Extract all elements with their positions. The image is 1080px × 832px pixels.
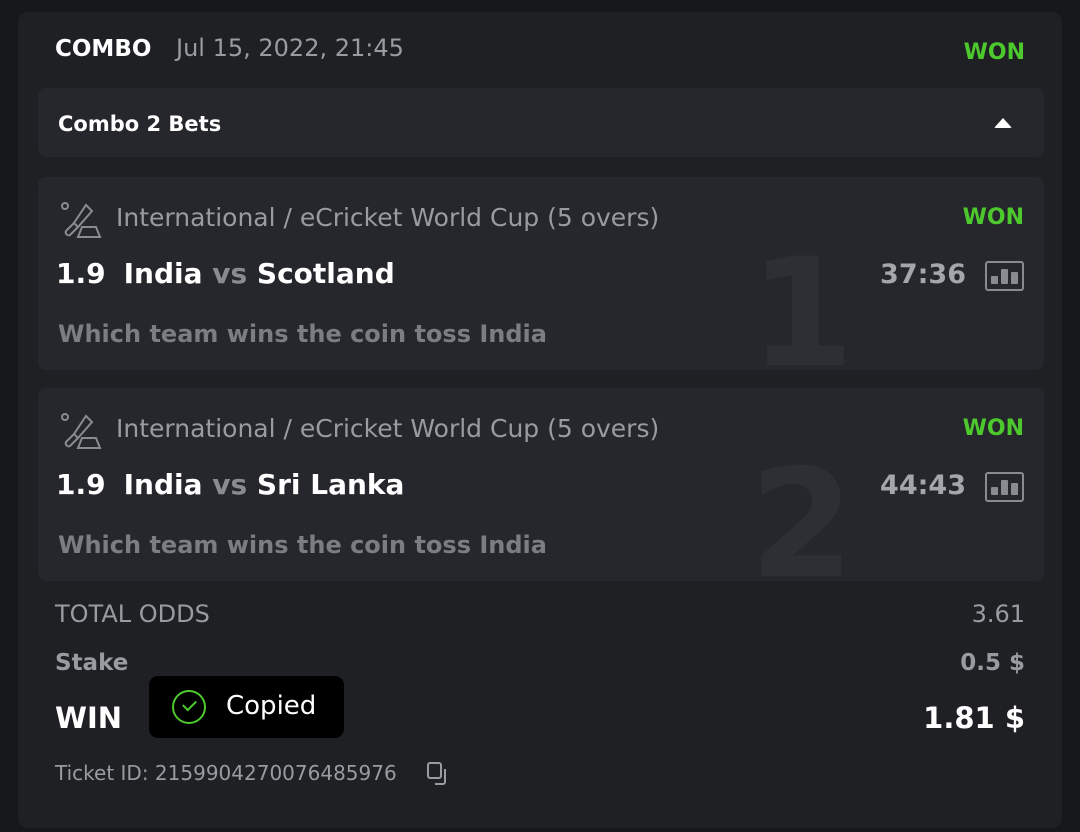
- odd-value: 1.9: [56, 257, 106, 290]
- stats-icon[interactable]: [985, 261, 1024, 291]
- league-name: International / eCricket World Cup (5 ov…: [116, 203, 660, 232]
- caret-up-icon: [994, 118, 1012, 128]
- odd-value: 1.9: [56, 468, 106, 501]
- win-label: WIN: [55, 701, 123, 735]
- bet-index: 1: [749, 227, 854, 370]
- market-selection: Which team wins the coin toss India: [58, 531, 547, 559]
- bet-status: WON: [962, 205, 1024, 230]
- vs-label: vs: [212, 468, 248, 501]
- home-team: India: [123, 257, 203, 290]
- status-badge: WON: [963, 40, 1025, 65]
- home-team: India: [123, 468, 203, 501]
- combo-label: Combo 2 Bets: [58, 112, 222, 136]
- bet-status: WON: [962, 416, 1024, 441]
- bet-index: 2: [749, 438, 854, 581]
- bet-ticket-card: COMBO Jul 15, 2022, 21:45 WON Combo 2 Be…: [18, 12, 1062, 828]
- bet-date: Jul 15, 2022, 21:45: [176, 34, 404, 62]
- bet-item: 1 International / eCricket World Cup (5 …: [38, 177, 1044, 370]
- match-time: 37:36: [880, 259, 966, 290]
- win-value: 1.81 $: [923, 701, 1025, 735]
- bet-type: COMBO: [55, 36, 152, 62]
- ecricket-icon: [61, 413, 102, 449]
- copied-toast: Copied: [149, 676, 344, 738]
- stats-icon[interactable]: [985, 472, 1024, 502]
- toast-text: Copied: [226, 691, 317, 721]
- stake-value: 0.5 $: [960, 650, 1025, 676]
- vs-label: vs: [212, 257, 248, 290]
- check-circle-icon: [172, 690, 206, 724]
- market-selection: Which team wins the coin toss India: [58, 320, 547, 348]
- ticket-id: Ticket ID: 2159904270076485976: [55, 761, 397, 785]
- match-title: 1.9 India vs Scotland: [56, 257, 395, 290]
- match-title: 1.9 India vs Sri Lanka: [56, 468, 404, 501]
- combo-toggle[interactable]: Combo 2 Bets: [38, 88, 1044, 157]
- copy-icon[interactable]: [427, 762, 449, 786]
- stake-label: Stake: [55, 650, 129, 676]
- league-name: International / eCricket World Cup (5 ov…: [116, 414, 660, 443]
- away-team: Sri Lanka: [256, 468, 405, 501]
- match-time: 44:43: [880, 470, 966, 501]
- away-team: Scotland: [256, 257, 395, 290]
- total-odds-value: 3.61: [971, 600, 1025, 628]
- bet-item: 2 International / eCricket World Cup (5 …: [38, 388, 1044, 581]
- ecricket-icon: [61, 202, 102, 238]
- total-odds-label: TOTAL ODDS: [55, 600, 210, 628]
